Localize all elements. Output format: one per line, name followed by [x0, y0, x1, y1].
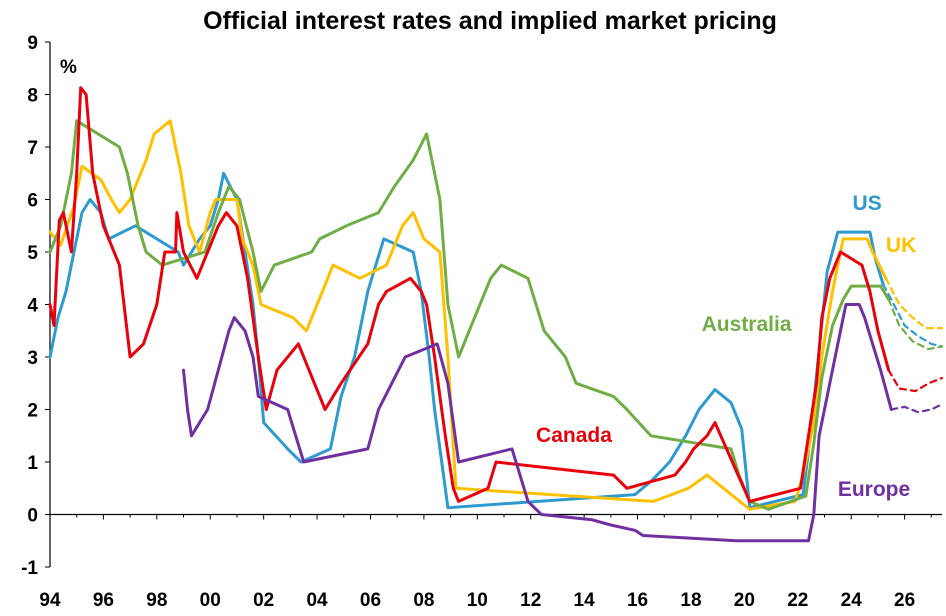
y-axis-unit-label: % [60, 57, 77, 78]
y-tick-label: -1 [21, 558, 38, 579]
y-tick-label: 6 [27, 191, 38, 212]
x-tick-label: 94 [39, 590, 61, 611]
y-tick-label: 5 [27, 243, 38, 264]
series-forecast-uk [884, 277, 944, 330]
series-forecast-canada [887, 369, 944, 393]
y-tick-label: 9 [27, 33, 38, 54]
series-forecast-us [882, 283, 944, 348]
x-tick-label: 20 [734, 590, 755, 611]
x-tick-label: 10 [467, 590, 488, 611]
y-tick-label: 7 [27, 138, 38, 159]
series-line-europe [182, 303, 893, 543]
series-label-europe: Europe [838, 478, 910, 501]
x-tick-label: 16 [627, 590, 648, 611]
x-tick-label: 06 [360, 590, 381, 611]
y-tick-label: 4 [27, 296, 38, 317]
y-tick-label: 3 [27, 348, 38, 369]
series-label-canada: Canada [536, 424, 612, 447]
x-tick-label: 18 [680, 590, 701, 611]
series-forecast-europe [890, 403, 944, 414]
x-tick-label: 14 [574, 590, 596, 611]
x-tick-label: 04 [306, 590, 328, 611]
x-tick-label: 24 [841, 590, 863, 611]
x-tick-label: 02 [253, 590, 274, 611]
x-tick-label: 12 [520, 590, 541, 611]
x-tick-label: 26 [894, 590, 915, 611]
series-label-us: US [853, 192, 882, 215]
x-tick-label: 98 [146, 590, 167, 611]
series-label-australia: Australia [702, 313, 792, 336]
x-tick-label: 96 [93, 590, 114, 611]
x-tick-label: 08 [413, 590, 434, 611]
chart-title: Official interest rates and implied mark… [203, 7, 777, 35]
series-label-uk: UK [886, 234, 916, 257]
series-forecast-australia [887, 298, 944, 351]
x-tick-label: 00 [200, 590, 221, 611]
y-tick-label: 8 [27, 86, 38, 107]
x-tick-label: 22 [787, 590, 808, 611]
y-tick-label: 2 [27, 401, 38, 422]
series-layer [48, 86, 944, 543]
y-tick-label: 0 [27, 506, 38, 527]
series-line-canada [48, 86, 891, 503]
series-line-australia [48, 119, 891, 511]
y-tick-label: 1 [27, 453, 38, 474]
